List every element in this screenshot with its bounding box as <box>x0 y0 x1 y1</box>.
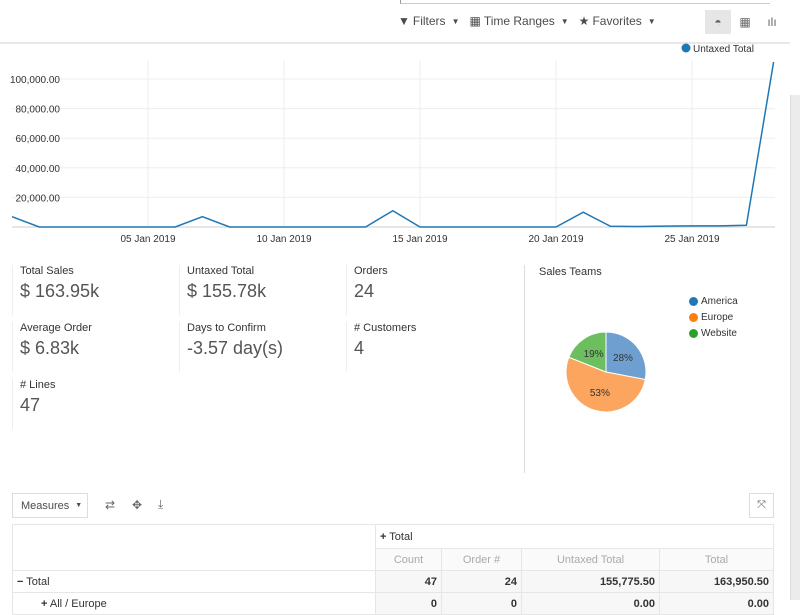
pie-slice <box>565 356 646 413</box>
expand-icon: ⤧ <box>757 499 766 511</box>
x-tick-label: 05 Jan 2019 <box>120 234 175 245</box>
expand-all-icon[interactable]: ✥ <box>132 498 143 512</box>
kpi-card[interactable]: Untaxed Total $ 155.78k <box>179 265 339 315</box>
pie-legend: America Europe Website <box>689 296 738 344</box>
kpi-value: $ 163.95k <box>20 281 100 301</box>
legend-item[interactable]: America <box>689 296 738 307</box>
divider <box>524 265 525 473</box>
kpi-value: $ 6.83k <box>20 338 80 358</box>
y-tick-label: 100,000.00 <box>10 75 60 86</box>
fullscreen-button[interactable]: ⤧ <box>749 493 774 518</box>
kpi-value: -3.57 day(s) <box>187 338 284 358</box>
download-icon[interactable]: ⤓ <box>158 497 164 511</box>
graph-icon: ılı <box>767 15 777 29</box>
row-header[interactable]: − Total <box>12 570 376 593</box>
col-order[interactable]: Order # <box>441 548 522 571</box>
kpi-value: 47 <box>20 395 41 415</box>
kpi-label: # Customers <box>354 322 417 334</box>
caret-icon: ▼ <box>560 16 569 26</box>
kpi-value: $ 155.78k <box>187 281 267 301</box>
measures-dropdown[interactable]: Measures ▼ <box>12 493 88 518</box>
pie-slice-label: 28% <box>613 353 633 364</box>
kpi-label: Days to Confirm <box>187 322 266 334</box>
table-row: + All / Europe 0 0 0.00 0.00 <box>12 592 774 615</box>
time-ranges-button[interactable]: ▦ Time Ranges ▼ <box>469 14 569 28</box>
kpi-value: 4 <box>354 338 365 358</box>
legend-dot <box>681 43 691 53</box>
legend-label: Untaxed Total <box>693 44 754 55</box>
header-divider <box>0 42 790 44</box>
pie-slice <box>605 331 647 381</box>
calendar-icon: ▦ <box>469 14 481 28</box>
kpi-label: Total Sales <box>20 265 74 277</box>
kpi-label: Average Order <box>20 322 92 334</box>
kpi-label: Orders <box>354 265 388 277</box>
pivot-icon: ▦ <box>739 15 751 29</box>
kpi-card[interactable]: Total Sales $ 163.95k <box>12 265 172 315</box>
table-row: − Total 47 24 155,775.50 163,950.50 <box>12 570 774 593</box>
favorites-button[interactable]: ★ Favorites ▼ <box>578 14 656 28</box>
kpi-card[interactable]: Days to Confirm -3.57 day(s) <box>179 322 339 372</box>
search-options: ▼ Filters ▼ ▦ Time Ranges ▼ ★ Favorites ▼ <box>398 14 656 28</box>
x-tick-label: 10 Jan 2019 <box>256 234 311 245</box>
plus-icon: + <box>380 530 387 543</box>
kpi-label: # Lines <box>20 379 56 391</box>
pivot-table: + Total Count Order # Untaxed Total Total −… <box>12 524 774 615</box>
scrollbar[interactable] <box>790 95 800 600</box>
col-total[interactable]: Total <box>659 548 774 571</box>
row-header[interactable]: + All / Europe <box>12 592 376 615</box>
legend-dot <box>689 313 698 322</box>
kpi-card[interactable]: Average Order $ 6.83k <box>12 322 172 372</box>
kpi-label: Untaxed Total <box>187 265 255 277</box>
legend-item[interactable]: Europe <box>689 312 738 323</box>
kpi-value: 24 <box>354 281 375 301</box>
caret-icon: ▼ <box>75 502 83 509</box>
kpi-card[interactable]: Orders 24 <box>346 265 506 315</box>
x-tick-label: 25 Jan 2019 <box>664 234 719 245</box>
filters-button[interactable]: ▼ Filters ▼ <box>398 14 460 28</box>
legend-dot <box>689 329 698 338</box>
caret-icon: ▼ <box>647 16 656 26</box>
pie-slice-label: 53% <box>590 388 610 399</box>
graph-view-button[interactable]: ılı <box>759 10 785 34</box>
line-chart: 20,000.00 40,000.00 60,000.00 80,000.00 100,… <box>10 43 775 245</box>
star-icon: ★ <box>578 14 590 28</box>
col-untaxed[interactable]: Untaxed Total <box>521 548 660 571</box>
kpi-card[interactable]: # Lines 47 <box>12 379 172 429</box>
pie-chart: 28% 53% 19% <box>565 331 647 413</box>
series-line <box>11 61 775 228</box>
y-tick-label: 80,000.00 <box>16 105 61 116</box>
search-input[interactable] <box>400 0 770 4</box>
pie-slice-label: 19% <box>584 349 604 360</box>
legend-item[interactable]: Website <box>689 328 738 339</box>
pivot-view-button[interactable]: ▦ <box>732 10 758 34</box>
y-tick-label: 40,000.00 <box>16 164 61 175</box>
y-tick-label: 20,000.00 <box>16 193 61 204</box>
x-tick-label: 20 Jan 2019 <box>528 234 583 245</box>
caret-icon: ▼ <box>451 16 460 26</box>
legend-dot <box>689 297 698 306</box>
y-tick-label: 60,000.00 <box>16 134 61 145</box>
flip-axis-icon[interactable]: ⇄ <box>105 498 116 512</box>
x-tick-label: 15 Jan 2019 <box>392 234 447 245</box>
kpi-card[interactable]: # Customers 4 <box>346 322 506 372</box>
pie-title: Sales Teams <box>539 266 602 278</box>
dashboard-view-button[interactable]: ◓ <box>705 10 731 34</box>
pivot-col-header[interactable]: + Total <box>375 524 774 549</box>
filter-icon: ▼ <box>398 14 410 28</box>
col-count[interactable]: Count <box>375 548 442 571</box>
pie-slice <box>568 331 607 373</box>
dashboard-icon: ◓ <box>714 15 722 29</box>
